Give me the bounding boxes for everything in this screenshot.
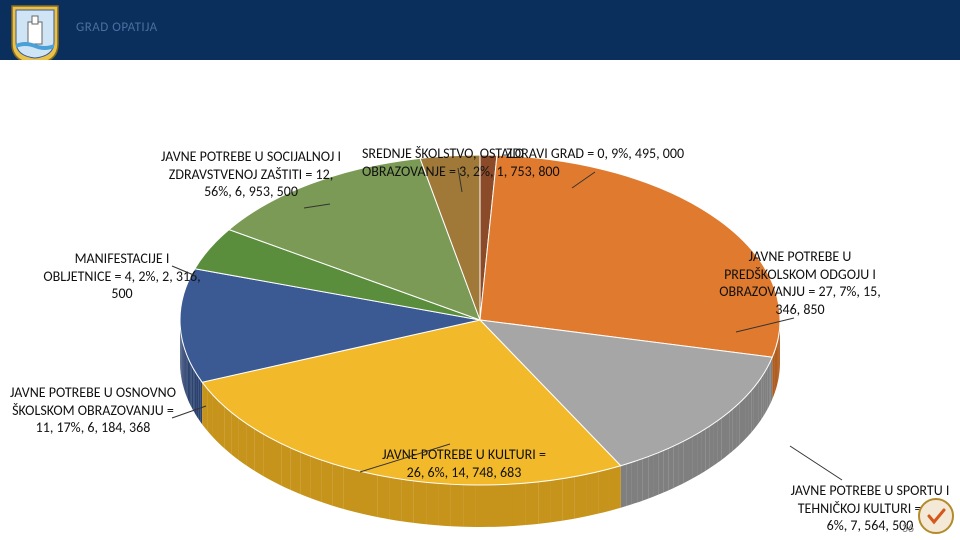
- chart-label: SREDNJE ŠKOLSTVO, OSTALO OBRAZOVANJE = 3…: [362, 145, 562, 180]
- chart-area: ZDRAVI GRAD = 0, 9%, 495, 000JAVNE POTRE…: [0, 60, 960, 540]
- page-number: 36: [902, 522, 914, 536]
- slide-root: GRAD OPATIJA ZDRAVI GRAD = 0, 9%, 495, 0…: [0, 0, 960, 540]
- chart-label: JAVNE POTREBE U OSNOVNO ŠKOLSKOM OBRAZOV…: [6, 384, 180, 437]
- leader-line: [790, 446, 842, 480]
- certification-badge-icon: [918, 498, 954, 534]
- chart-label: JAVNE POTREBE U SOCIJALNOJ I ZDRAVSTVENO…: [156, 148, 346, 201]
- chart-label: MANIFESTACIJE I OBLJETNICE = 4, 2%, 2, 3…: [42, 250, 202, 303]
- chart-label: JAVNE POTREBE U PREDŠKOLSKOM ODGOJU I OB…: [710, 248, 890, 318]
- city-name: GRAD OPATIJA: [76, 20, 158, 35]
- city-crest-icon: [10, 4, 60, 66]
- chart-label: JAVNE POTREBE U KULTURI = 26, 6%, 14, 74…: [374, 446, 554, 481]
